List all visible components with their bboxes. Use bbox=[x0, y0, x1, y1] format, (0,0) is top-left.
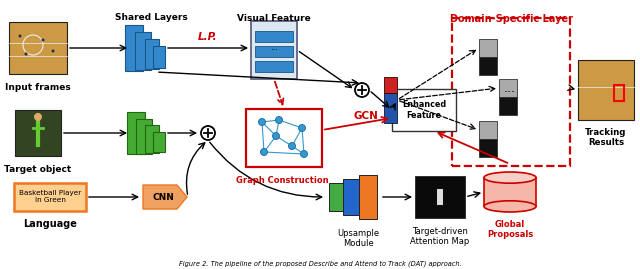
Bar bbox=[153, 46, 165, 68]
Text: Shared Layers: Shared Layers bbox=[115, 13, 188, 22]
Circle shape bbox=[289, 143, 296, 150]
Ellipse shape bbox=[484, 201, 536, 212]
Text: L.P.: L.P. bbox=[198, 32, 218, 42]
Bar bbox=[499, 97, 517, 115]
Text: Language: Language bbox=[23, 219, 77, 229]
Circle shape bbox=[273, 133, 280, 140]
Text: Figure 2. The pipeline of the proposed Describe and Attend to Track (DAT) approa: Figure 2. The pipeline of the proposed D… bbox=[179, 260, 461, 267]
Bar bbox=[255, 45, 293, 56]
Circle shape bbox=[260, 148, 268, 155]
Circle shape bbox=[201, 126, 215, 140]
Text: Graph Construction: Graph Construction bbox=[236, 176, 328, 185]
Circle shape bbox=[355, 83, 369, 97]
Text: Visual Feature: Visual Feature bbox=[237, 14, 311, 23]
Text: Basketball Player
In Green: Basketball Player In Green bbox=[19, 190, 81, 204]
Text: Target object: Target object bbox=[4, 165, 72, 174]
Circle shape bbox=[42, 38, 45, 41]
Text: Global
Proposals: Global Proposals bbox=[487, 220, 533, 239]
Bar bbox=[499, 79, 517, 97]
Circle shape bbox=[298, 125, 305, 132]
Bar bbox=[329, 183, 343, 211]
Bar bbox=[136, 119, 152, 154]
Bar bbox=[255, 61, 293, 72]
Bar bbox=[437, 189, 443, 205]
Circle shape bbox=[259, 119, 266, 126]
Bar bbox=[15, 110, 61, 156]
Bar bbox=[383, 77, 397, 93]
FancyBboxPatch shape bbox=[246, 109, 322, 167]
Text: Input frames: Input frames bbox=[5, 83, 71, 92]
Bar bbox=[614, 85, 624, 101]
Bar bbox=[578, 60, 634, 120]
Circle shape bbox=[275, 116, 282, 123]
FancyBboxPatch shape bbox=[392, 89, 456, 131]
Text: Target-driven
Attention Map: Target-driven Attention Map bbox=[410, 227, 470, 246]
Circle shape bbox=[19, 34, 22, 37]
FancyBboxPatch shape bbox=[251, 21, 297, 79]
Bar bbox=[479, 139, 497, 157]
Bar bbox=[145, 125, 159, 153]
Circle shape bbox=[34, 113, 42, 121]
Bar bbox=[484, 178, 536, 206]
Circle shape bbox=[51, 49, 54, 52]
Bar bbox=[415, 176, 465, 218]
Bar bbox=[479, 39, 497, 57]
Bar bbox=[153, 132, 165, 152]
Text: ...: ... bbox=[270, 44, 278, 52]
Text: GCN: GCN bbox=[353, 111, 378, 121]
Bar bbox=[479, 57, 497, 75]
Ellipse shape bbox=[484, 172, 536, 183]
Bar bbox=[9, 22, 67, 74]
Bar bbox=[383, 93, 397, 123]
Polygon shape bbox=[143, 185, 187, 209]
Circle shape bbox=[301, 150, 307, 158]
Bar bbox=[127, 112, 145, 154]
Bar bbox=[135, 32, 151, 70]
Bar bbox=[343, 179, 359, 215]
Bar bbox=[125, 25, 143, 71]
Text: ...: ... bbox=[504, 82, 516, 94]
Text: Upsample
Module: Upsample Module bbox=[337, 229, 379, 248]
Bar bbox=[145, 39, 159, 69]
Circle shape bbox=[24, 52, 28, 55]
Text: Enhanced
Feature: Enhanced Feature bbox=[402, 100, 446, 120]
Bar bbox=[255, 30, 293, 41]
Bar bbox=[479, 121, 497, 139]
Bar bbox=[359, 175, 377, 219]
Text: Tracking
Results: Tracking Results bbox=[586, 128, 627, 147]
Text: Domain-Specific Layer: Domain-Specific Layer bbox=[449, 14, 573, 24]
FancyBboxPatch shape bbox=[14, 183, 86, 211]
Text: CNN: CNN bbox=[152, 193, 174, 201]
